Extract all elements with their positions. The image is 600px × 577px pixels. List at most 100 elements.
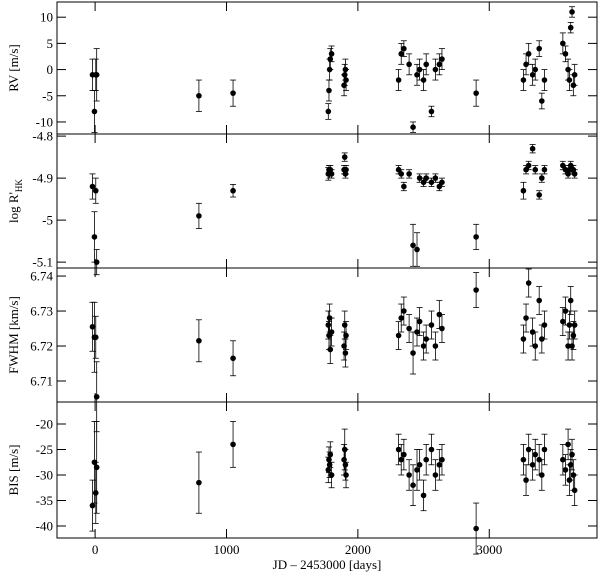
y-axis-label-text: BIS [m/s] — [6, 445, 21, 496]
y-tick-label: 0 — [47, 62, 54, 77]
data-point — [525, 162, 532, 169]
data-point — [571, 322, 578, 328]
data-point — [571, 171, 578, 177]
data-point — [567, 461, 574, 468]
data-point — [570, 332, 577, 339]
data-point — [93, 72, 100, 78]
y-tick-label: -10 — [36, 114, 53, 129]
data-point — [423, 336, 429, 342]
data-point — [406, 61, 412, 68]
data-point — [395, 446, 402, 453]
data-point — [416, 66, 423, 73]
data-point — [326, 87, 332, 94]
panel-frame — [56, 1, 598, 135]
data-point — [395, 332, 402, 339]
data-point — [89, 323, 96, 330]
data-point — [414, 246, 420, 253]
data-point — [410, 242, 416, 249]
data-point — [532, 166, 539, 173]
data-point — [343, 472, 349, 478]
data-point — [401, 183, 407, 190]
data-point — [230, 90, 236, 96]
data-point — [520, 77, 527, 83]
data-point — [439, 179, 445, 186]
y-axis-label: FWHM [km/s] — [6, 296, 21, 374]
y-tick-label: -4.8 — [32, 129, 53, 144]
data-point — [532, 66, 539, 73]
y-tick-label: -5 — [42, 213, 53, 228]
data-point — [520, 187, 527, 194]
data-point — [92, 187, 99, 194]
data-point — [325, 467, 332, 473]
data-point — [532, 343, 539, 349]
data-point — [230, 355, 236, 362]
y-tick-label: 10 — [40, 10, 53, 25]
data-point — [328, 51, 335, 57]
data-point — [398, 51, 405, 57]
data-point — [541, 77, 548, 83]
data-point — [196, 479, 202, 486]
data-point — [230, 187, 236, 194]
data-point — [473, 525, 479, 532]
data-point — [326, 456, 332, 463]
data-point — [196, 337, 202, 344]
data-point — [343, 166, 349, 173]
data-point — [92, 490, 99, 496]
y-axis-label-text: FWHM [km/s] — [6, 296, 21, 374]
data-point — [196, 92, 202, 99]
data-point — [541, 446, 548, 453]
data-point — [439, 325, 445, 332]
data-point — [91, 234, 98, 240]
data-point — [473, 90, 479, 96]
data-point — [428, 108, 435, 115]
data-point — [525, 51, 532, 57]
data-point — [539, 472, 545, 478]
panel-frame — [56, 133, 598, 269]
data-point — [473, 234, 479, 240]
y-tick-label: -5.1 — [32, 255, 53, 270]
data-point — [439, 56, 445, 62]
data-point — [325, 322, 332, 328]
data-point — [539, 175, 545, 181]
data-point — [565, 343, 571, 349]
data-point — [414, 72, 420, 78]
y-axis-label-text: RV [m/s] — [6, 44, 21, 91]
data-point — [567, 24, 574, 31]
data-point — [401, 308, 407, 314]
data-point — [565, 441, 571, 448]
data-point — [401, 451, 407, 458]
y-tick-label: -5 — [42, 88, 53, 103]
data-point — [93, 393, 100, 400]
data-point — [566, 77, 573, 83]
panel-frame — [56, 401, 598, 539]
data-point — [92, 334, 99, 341]
data-point — [398, 315, 405, 321]
data-point — [325, 108, 332, 115]
data-point — [562, 51, 569, 57]
data-point — [341, 322, 348, 328]
data-point — [420, 77, 427, 83]
data-point — [196, 213, 202, 219]
x-axis-label: JD – 2453000 [days] — [273, 557, 382, 572]
data-point — [536, 297, 542, 304]
y-tick-label: -30 — [36, 467, 53, 482]
y-axis-label: BIS [m/s] — [6, 445, 21, 496]
x-tick-label: 3000 — [476, 542, 502, 557]
y-tick-label: 6.74 — [30, 269, 53, 284]
data-point — [343, 77, 349, 83]
y-tick-label: 6.73 — [30, 304, 53, 319]
data-point — [91, 108, 98, 115]
data-point — [423, 61, 429, 68]
data-point — [541, 166, 548, 173]
data-point — [520, 456, 527, 463]
data-point — [341, 154, 348, 160]
data-point — [536, 192, 542, 198]
data-point — [571, 72, 578, 78]
data-point — [401, 45, 407, 52]
data-point — [569, 9, 575, 15]
data-point — [420, 492, 427, 499]
data-point — [569, 343, 575, 349]
data-point — [520, 336, 527, 342]
data-point — [342, 461, 349, 468]
